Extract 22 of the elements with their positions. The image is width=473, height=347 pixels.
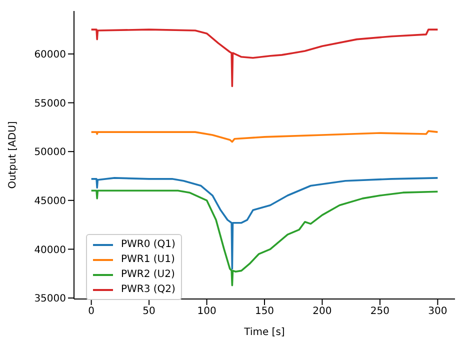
legend-label: PWR2 (U2) <box>121 269 175 280</box>
line-series <box>90 130 439 143</box>
x-tick-label: 100 <box>197 306 216 318</box>
y-tick-label: 55000 <box>34 98 66 110</box>
x-tick-label: 150 <box>254 306 274 318</box>
legend-label: PWR3 (Q2) <box>121 284 176 295</box>
x-tick-label: 300 <box>428 306 448 318</box>
y-axis-title: Output [ADU] <box>8 121 19 189</box>
line-series <box>90 28 439 88</box>
legend-label: PWR0 (Q1) <box>121 239 176 250</box>
x-axis-title: Time [s] <box>243 327 285 338</box>
x-tick-label: 250 <box>370 306 390 318</box>
line-series <box>90 177 439 270</box>
x-tick-label: 0 <box>88 306 95 318</box>
y-tick-label: 40000 <box>34 244 66 256</box>
x-tick-label: 200 <box>312 306 332 318</box>
y-tick-label: 45000 <box>34 196 66 207</box>
y-tick-label: 60000 <box>34 50 66 61</box>
legend-label: PWR1 (U1) <box>121 254 175 265</box>
y-tick-label: 35000 <box>34 294 66 305</box>
y-tick-label: 50000 <box>34 147 66 158</box>
x-tick-label: 50 <box>142 306 156 318</box>
